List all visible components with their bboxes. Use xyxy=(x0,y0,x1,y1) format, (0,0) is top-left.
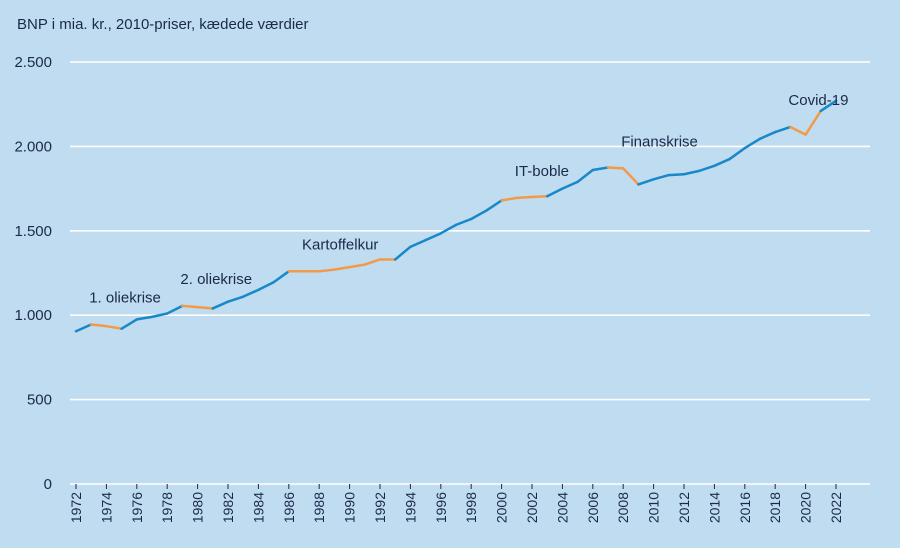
x-tick-label: 2022 xyxy=(828,492,844,523)
line-segment xyxy=(454,217,473,227)
annotation-label: Finanskrise xyxy=(621,133,698,150)
line-segment xyxy=(333,265,351,271)
y-tick-label: 500 xyxy=(27,392,52,409)
line-segment xyxy=(591,166,610,172)
line-segment xyxy=(561,180,579,190)
line-segment xyxy=(515,195,534,200)
x-tick-label: 1974 xyxy=(98,492,114,523)
y-tick-label: 1.500 xyxy=(14,223,52,240)
x-tick-label: 2010 xyxy=(646,492,662,523)
x-tick-label: 2020 xyxy=(798,492,814,523)
annotation-label: 1. oliekrise xyxy=(89,289,161,306)
line-segment xyxy=(697,164,716,173)
annotation-label: Covid-19 xyxy=(788,92,848,109)
x-tick-label: 1992 xyxy=(372,492,388,523)
x-tick-label: 1990 xyxy=(342,492,358,523)
y-tick-label: 2.000 xyxy=(14,138,52,155)
line-segment xyxy=(393,245,412,261)
line-segment xyxy=(500,196,519,202)
x-tick-label: 2002 xyxy=(524,492,540,523)
x-tick-label: 2016 xyxy=(737,492,753,523)
x-tick-label: 2006 xyxy=(585,492,601,523)
line-segment xyxy=(196,305,215,310)
line-segment xyxy=(485,199,503,212)
annotation-label: 2. oliekrise xyxy=(180,271,252,288)
x-tick-label: 1996 xyxy=(433,492,449,523)
line-segment xyxy=(789,125,807,136)
line-segment xyxy=(211,300,230,310)
line-segment xyxy=(743,137,762,150)
line-segment xyxy=(804,109,823,136)
x-tick-label: 1986 xyxy=(281,492,297,523)
line-segment xyxy=(621,167,640,186)
x-tick-label: 2004 xyxy=(554,492,570,523)
x-tick-label: 1972 xyxy=(68,492,84,523)
x-tick-label: 1976 xyxy=(129,492,145,523)
line-segment xyxy=(728,146,747,161)
line-segment xyxy=(576,168,595,184)
x-tick-label: 1998 xyxy=(463,492,479,523)
line-segment xyxy=(758,130,777,141)
line-segment xyxy=(409,238,427,249)
line-segment xyxy=(257,281,275,292)
line-segment xyxy=(150,312,169,319)
line-segment xyxy=(469,209,488,221)
line-segment xyxy=(165,304,184,315)
x-tick-label: 1994 xyxy=(402,492,418,523)
x-tick-label: 2000 xyxy=(494,492,510,523)
y-tick-label: 2.500 xyxy=(14,54,52,71)
line-segment xyxy=(135,315,154,321)
x-tick-label: 2008 xyxy=(615,492,631,523)
line-segment xyxy=(424,232,443,242)
line-segment xyxy=(272,270,291,284)
line-segment xyxy=(89,323,108,328)
x-tick-label: 1980 xyxy=(190,492,206,523)
line-segment xyxy=(439,223,458,235)
chart-subtitle: BNP i mia. kr., 2010-priser, kædede værd… xyxy=(17,16,309,33)
y-tick-label: 0 xyxy=(44,476,52,493)
line-segment xyxy=(606,166,625,170)
line-segment xyxy=(105,324,123,330)
line-segment xyxy=(545,187,564,198)
x-tick-label: 2014 xyxy=(706,492,722,523)
x-tick-label: 2012 xyxy=(676,492,692,523)
line-segment xyxy=(667,173,686,177)
line-segment xyxy=(348,263,367,269)
line-segment xyxy=(363,258,382,266)
line-segment xyxy=(713,157,731,168)
x-tick-label: 1984 xyxy=(250,492,266,523)
line-segment xyxy=(317,268,336,273)
x-tick-label: 1982 xyxy=(220,492,236,523)
x-tick-label: 1978 xyxy=(159,492,175,523)
line-segment xyxy=(637,178,655,186)
line-segment xyxy=(241,288,260,298)
line-segment xyxy=(120,318,139,330)
annotation-label: IT-boble xyxy=(515,163,569,180)
x-tick-label: 1988 xyxy=(311,492,327,523)
line-segment xyxy=(74,323,93,333)
line-segment xyxy=(181,304,199,309)
line-segment xyxy=(819,99,838,113)
line-segment xyxy=(652,173,671,181)
y-tick-label: 1.000 xyxy=(14,307,52,324)
line-segment xyxy=(773,125,792,134)
line-segment xyxy=(530,194,549,199)
annotation-label: Kartoffelkur xyxy=(302,236,378,253)
x-tick-label: 2018 xyxy=(767,492,783,523)
line-segment xyxy=(682,169,701,176)
line-segment xyxy=(226,295,245,303)
